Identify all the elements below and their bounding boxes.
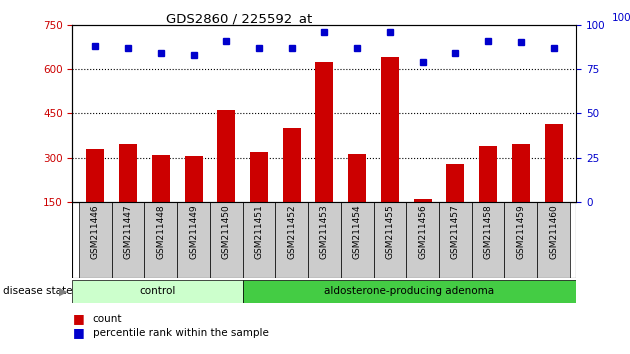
Text: GSM211451: GSM211451 [255,204,263,259]
Bar [112,202,144,278]
Bar [381,57,399,202]
Bar [152,155,170,202]
Bar [217,110,235,202]
Text: GSM211454: GSM211454 [353,204,362,259]
Text: GSM211457: GSM211457 [451,204,460,259]
Bar [406,202,439,278]
Bar [512,144,530,202]
Bar [414,199,432,202]
Bar [447,164,464,202]
Bar [119,144,137,202]
Text: aldosterone-producing adenoma: aldosterone-producing adenoma [324,286,495,296]
Text: GSM211450: GSM211450 [222,204,231,259]
Bar [243,280,576,303]
Text: GSM211446: GSM211446 [91,204,100,259]
Text: GSM211458: GSM211458 [484,204,493,259]
Bar [439,202,472,278]
Text: disease state: disease state [3,286,72,296]
Bar [79,202,112,278]
Bar [341,202,374,278]
Text: 100%: 100% [612,13,630,23]
Text: GSM211459: GSM211459 [517,204,525,259]
Bar [177,202,210,278]
Bar [308,202,341,278]
Bar [72,280,243,303]
Bar [210,202,243,278]
Text: GSM211455: GSM211455 [386,204,394,259]
Bar [472,202,505,278]
Bar [348,154,366,202]
Text: GSM211447: GSM211447 [123,204,132,259]
Text: percentile rank within the sample: percentile rank within the sample [93,328,268,338]
Bar [250,152,268,202]
Text: ▶: ▶ [59,286,67,296]
Bar [185,156,202,202]
Bar [86,149,105,202]
Bar [316,62,333,202]
Bar [544,124,563,202]
Text: GSM211452: GSM211452 [287,204,296,259]
Bar [505,202,537,278]
Text: GSM211456: GSM211456 [418,204,427,259]
Bar [283,128,301,202]
Text: GSM211460: GSM211460 [549,204,558,259]
Text: count: count [93,314,122,324]
Text: ■: ■ [72,326,84,339]
Text: GDS2860 / 225592_at: GDS2860 / 225592_at [166,12,312,25]
Text: GSM211449: GSM211449 [189,204,198,259]
Bar [275,202,308,278]
Bar [537,202,570,278]
Bar [144,202,177,278]
Text: control: control [139,286,176,296]
Text: ■: ■ [72,312,84,325]
Text: GSM211448: GSM211448 [156,204,165,259]
Bar [374,202,406,278]
Bar [243,202,275,278]
Text: GSM211453: GSM211453 [320,204,329,259]
Bar [479,146,497,202]
